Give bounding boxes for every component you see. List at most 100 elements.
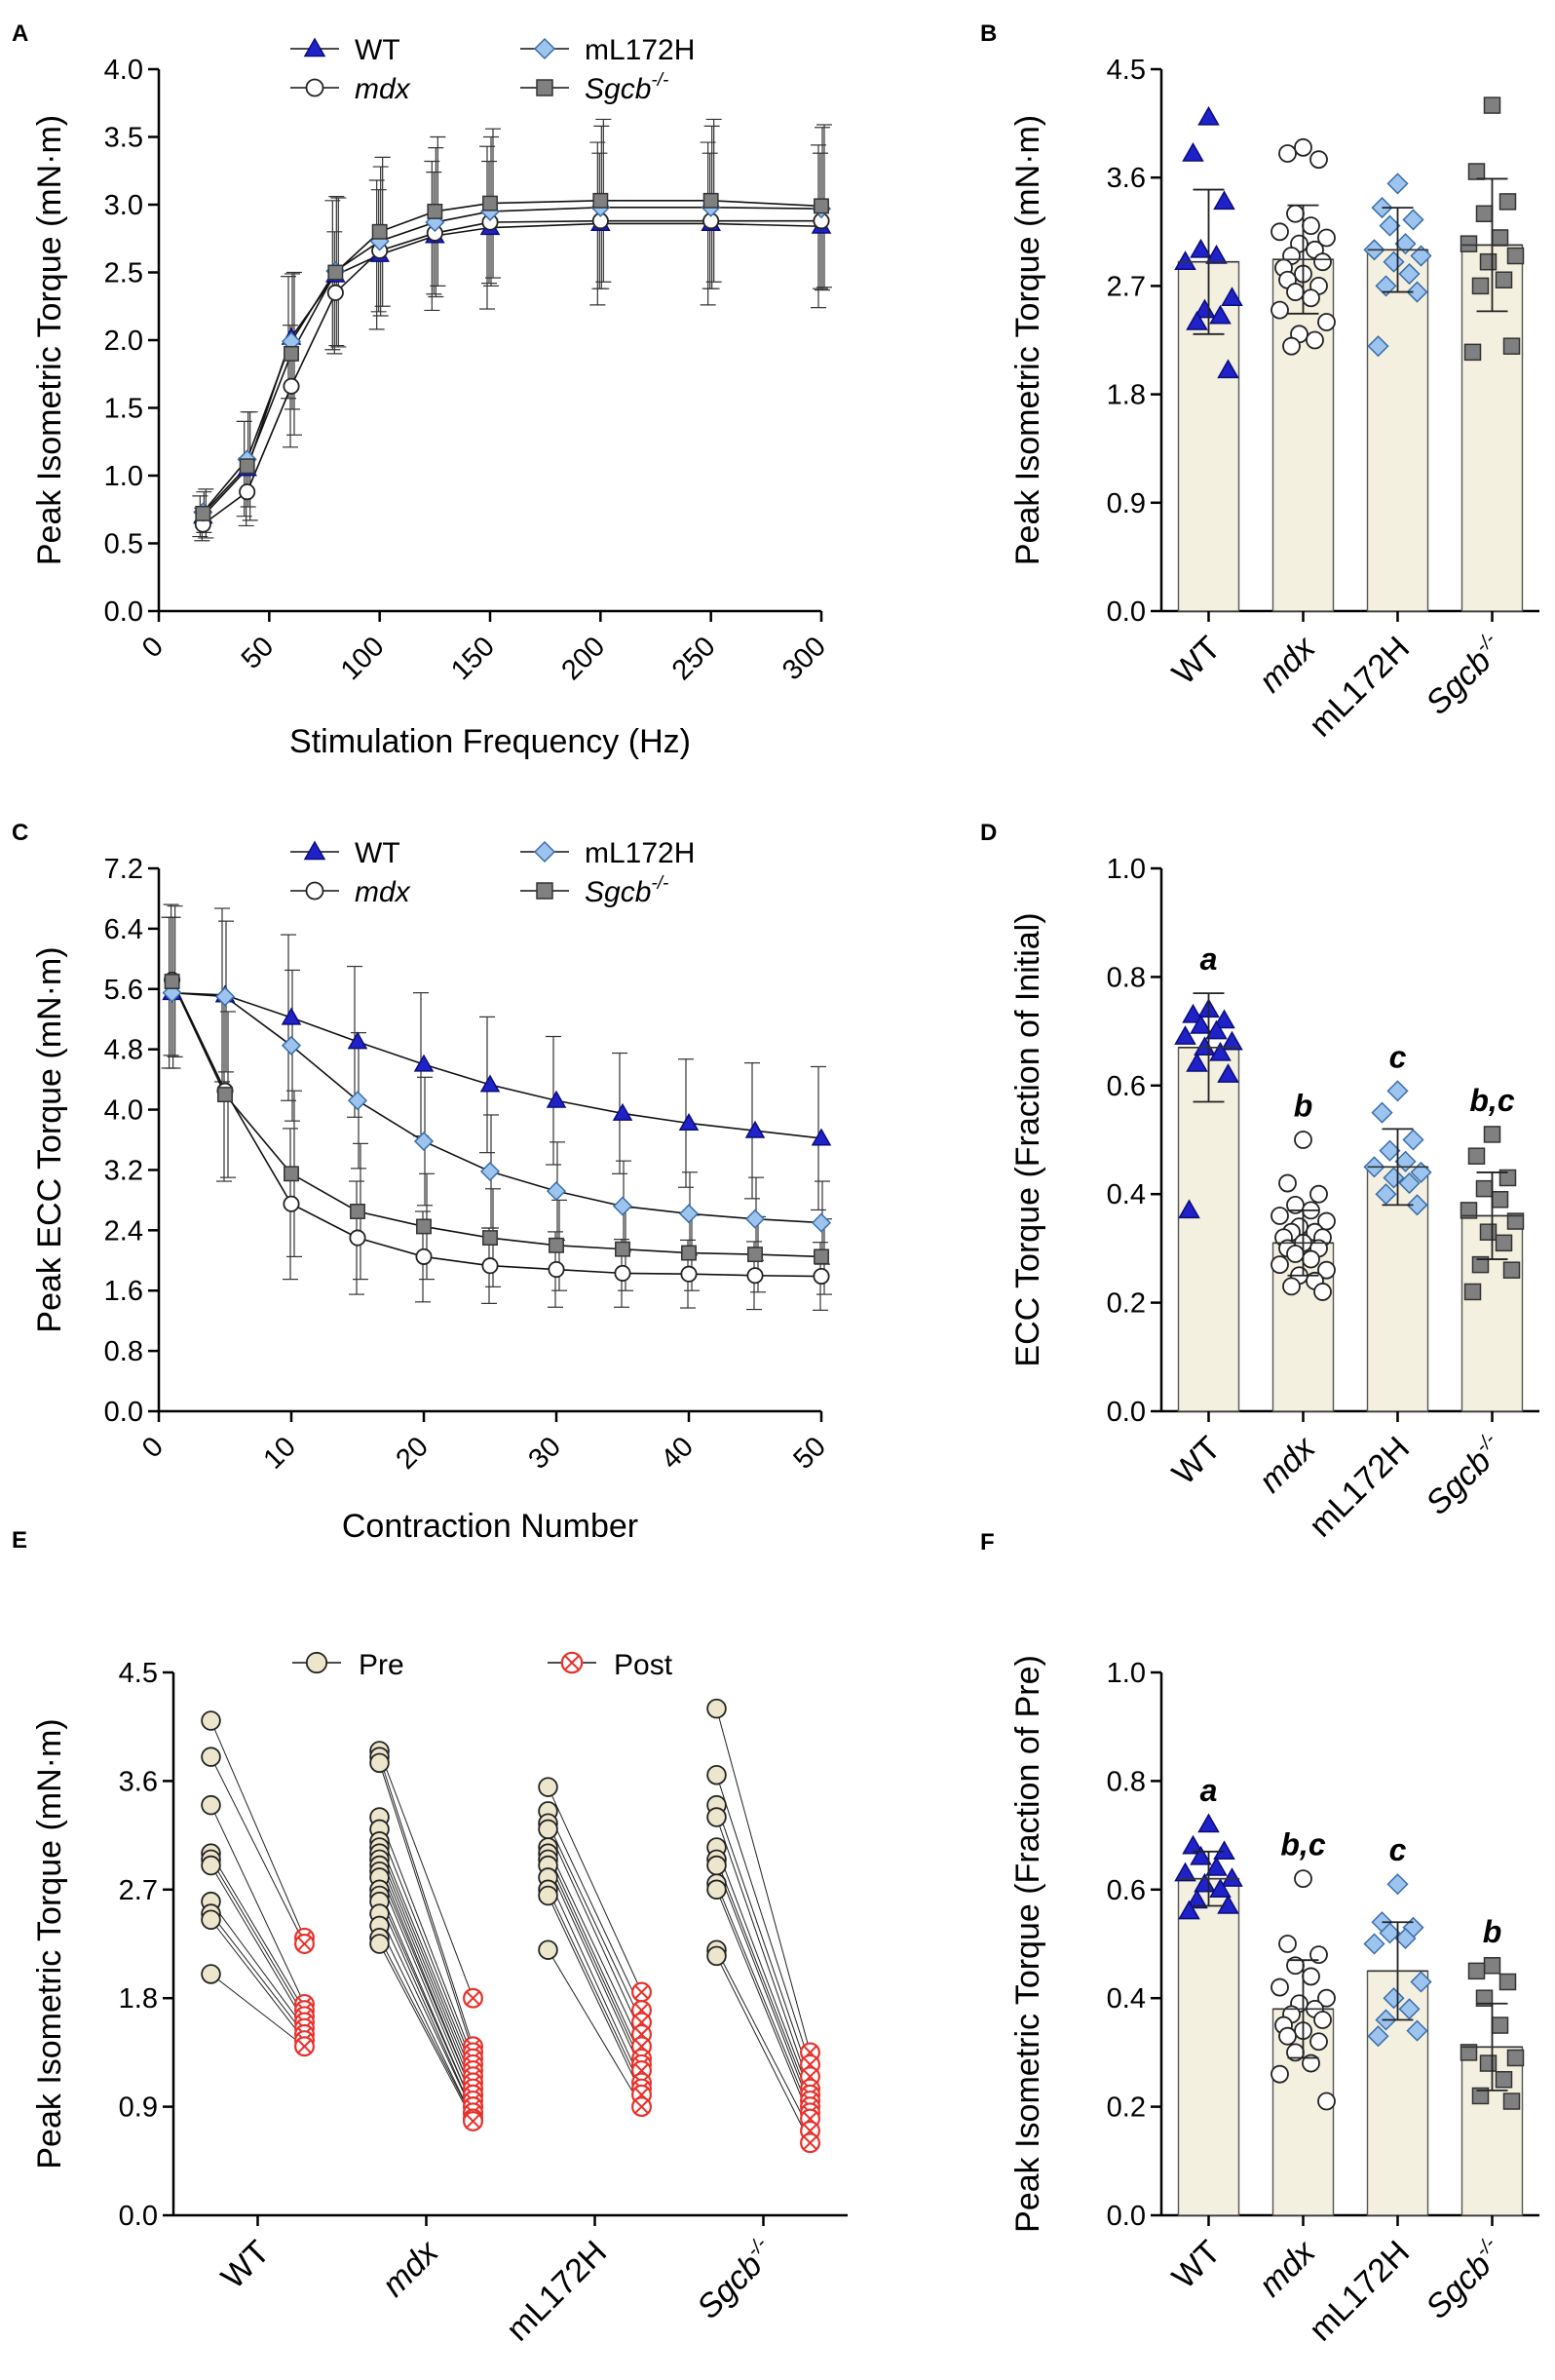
d-dot-1-15 (1286, 1245, 1305, 1263)
f-dot-1-1 (1278, 1935, 1297, 1953)
f-x-tick-label-1: mdx (1252, 2233, 1323, 2304)
c-y-tick-label-5: 4.0 (104, 1095, 143, 1127)
d-dot-1-0 (1294, 1131, 1312, 1149)
b-dot-2-10 (1406, 281, 1428, 303)
c-x-tick-label-3: 30 (523, 1431, 567, 1475)
a-x-tick-label-5: 250 (666, 631, 722, 686)
c-point-2-4 (413, 1131, 435, 1152)
b-y-tick-label-0: 0.0 (1107, 596, 1146, 628)
c-y-tick-label-1: 0.8 (104, 1336, 143, 1367)
e-post-dot-1-0-x2 (466, 1990, 480, 2006)
f-dot-2-0 (1386, 1873, 1409, 1896)
d-dot-3-4 (1491, 1191, 1509, 1209)
f-dot-0-10 (1217, 1894, 1239, 1914)
c-point-3-5 (482, 1230, 498, 1247)
b-dot-3-3 (1475, 205, 1494, 223)
d-dot-0-6 (1221, 1030, 1243, 1051)
b-dot-2-11 (1367, 335, 1389, 358)
b-dot-2-6 (1410, 245, 1432, 267)
e-pre-dot-0-0 (201, 1710, 221, 1731)
c-point-0-2 (281, 1007, 302, 1025)
a-point-3-7 (592, 192, 609, 209)
e-pair-line-1-16 (379, 1925, 474, 2120)
a-x-tick-label-3: 150 (445, 631, 501, 686)
e-y-tick-label-1: 0.9 (119, 2092, 158, 2124)
b-y-tick-label-4: 3.6 (1107, 163, 1146, 194)
e-pair-line-3-7 (716, 1883, 811, 2113)
e-y-tick-label-2: 1.8 (119, 1983, 158, 2015)
a-point-3-4 (371, 223, 388, 240)
e-post-dot-0-9 (294, 2036, 315, 2057)
d-sig-letter-2: c (1389, 1039, 1407, 1074)
f-dot-0-8 (1209, 1878, 1232, 1899)
d-x-tick-label-0-text: WT (1165, 1430, 1228, 1492)
f-y-tick-label-3: 0.6 (1107, 1875, 1146, 1906)
c-series-line-0 (171, 991, 822, 1139)
d-y-tick-label-0: 0.0 (1107, 1397, 1146, 1428)
e-legend-marker-post (560, 1651, 584, 1674)
c-point-2-6 (546, 1181, 567, 1202)
e-pair-line-2-5 (548, 1853, 642, 2059)
e-pair-line-0-9 (210, 1974, 305, 2048)
a-legend-text-3: Sgcb (585, 73, 651, 105)
e-pair-line-3-4 (716, 1847, 811, 2095)
e-pre-dot-3-8 (706, 1879, 727, 1900)
a-point-1-2 (283, 377, 300, 395)
b-dot-3-4 (1491, 229, 1509, 247)
panel-label-b: B (980, 20, 997, 47)
c-point-3-1 (217, 1087, 233, 1103)
b-dot-0-1 (1182, 141, 1204, 162)
b-dot-3-2 (1498, 193, 1517, 211)
c-legend-marker-1 (305, 881, 324, 901)
f-sig-letter-1: b,c (1280, 1827, 1325, 1862)
b-dot-2-0 (1386, 173, 1409, 195)
d-dot-0-4 (1205, 1019, 1228, 1040)
d-dot-3-11 (1463, 1283, 1482, 1301)
c-series-line-3 (171, 980, 822, 1258)
c-legend-marker-2 (533, 840, 556, 864)
e-pair-line-3-3 (716, 1817, 811, 2090)
b-dot-0-4 (1205, 244, 1228, 264)
d-dot-0-10 (1217, 1063, 1239, 1083)
e-pair-line-2-1 (548, 1811, 642, 2011)
b-y-axis-label: Peak Isometric Torque (mN·m) (1009, 115, 1046, 565)
e-pair-line-0-4 (210, 1859, 305, 2017)
f-dot-1-6 (1317, 1988, 1336, 2008)
e-pair-line-1-4 (379, 1828, 474, 2065)
panel-b: 0.0 0.9 1.8 2.7 3.6 4.5 Peak Isometric Torque … (1009, 55, 1539, 745)
c-point-0-4 (413, 1054, 435, 1072)
b-dot-3-10 (1502, 337, 1521, 355)
e-pair-line-0-7 (210, 1913, 305, 2035)
d-bar-0 (1177, 1047, 1240, 1412)
b-dot-0-3 (1190, 238, 1212, 258)
b-dot-3-1 (1467, 163, 1486, 180)
c-legend-label-3: Sgcb-/- (585, 873, 668, 908)
panel-label-c: C (12, 820, 28, 846)
e-pair-line-1-18 (379, 1943, 474, 2122)
f-dot-3-2 (1498, 1973, 1517, 1991)
f-sig-letter-3: b (1483, 1914, 1502, 1949)
b-x-tick-label-2-text: mL172H (1302, 630, 1417, 745)
f-dot-2-10 (1406, 2019, 1428, 2042)
d-y-tick-label-4: 0.8 (1107, 962, 1146, 993)
b-y-tick-label-3: 2.7 (1107, 271, 1146, 302)
e-pair-line-0-2 (210, 1804, 305, 2005)
e-pre-dot-0-8 (201, 1909, 221, 1930)
b-dot-0-9 (1186, 310, 1208, 330)
e-post-dot-2-11 (631, 2096, 652, 2118)
a-y-axis-label: Peak Isometric Torque (mN·m) (31, 115, 68, 565)
b-dot-0-8 (1209, 304, 1232, 325)
c-y-tick-label-0: 0.0 (104, 1397, 143, 1428)
e-x-tick-label-0-text: WT (214, 2234, 277, 2296)
a-legend-marker-2 (533, 37, 556, 60)
a-y-tick-label-5: 2.5 (104, 258, 143, 289)
a-point-3-9 (814, 198, 829, 214)
b-dot-3-6 (1506, 247, 1525, 265)
d-sig-letter-0: a (1200, 941, 1218, 977)
a-legend-text-0: WT (355, 34, 400, 66)
c-point-1-8 (680, 1265, 698, 1283)
c-point-0-6 (546, 1090, 567, 1108)
c-point-1-2 (283, 1195, 300, 1212)
a-point-3-8 (702, 192, 719, 209)
